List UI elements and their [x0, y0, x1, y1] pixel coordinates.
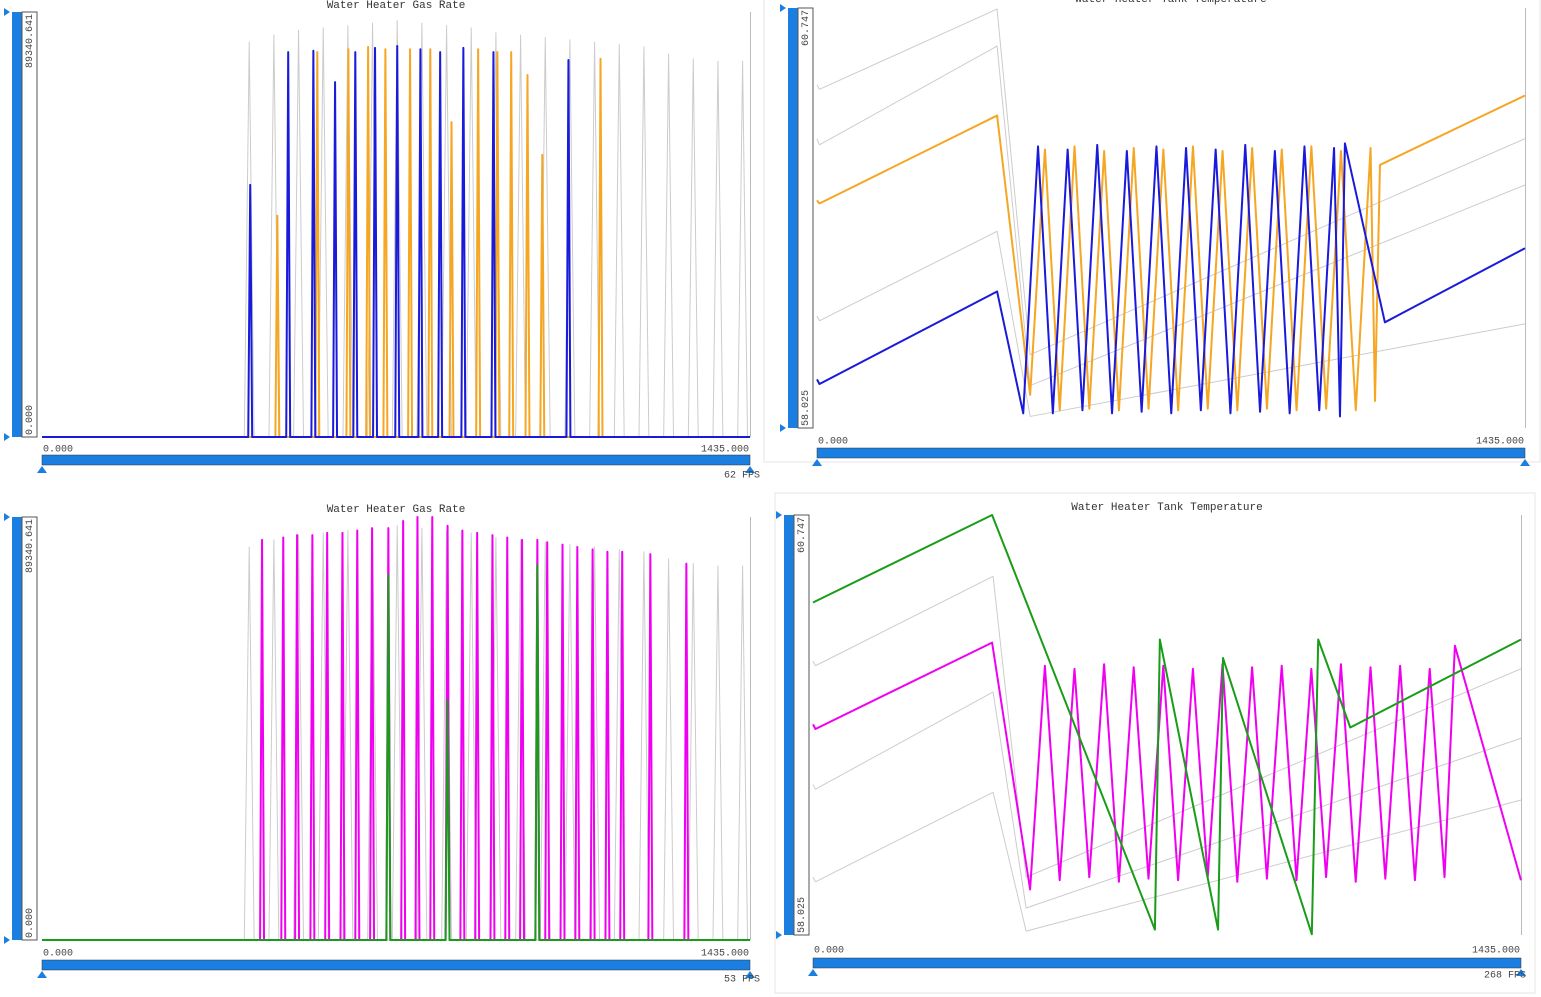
y-tick-label: 58.025 — [801, 390, 812, 426]
y-label-box — [797, 7, 814, 429]
series-line — [816, 142, 1526, 418]
x-tick-marker — [1520, 459, 1530, 466]
x-tick-marker — [812, 459, 822, 466]
series-line — [816, 8, 1526, 356]
series-line — [42, 525, 750, 941]
panel-border — [774, 492, 1536, 994]
y-tick-marker — [4, 513, 10, 521]
x-tick-marker — [1516, 969, 1526, 976]
y-tick-label: 0.000 — [25, 405, 36, 435]
series-line — [42, 44, 750, 438]
panel-border — [763, 0, 1541, 463]
y-scroll-bar — [784, 515, 794, 935]
series-line — [42, 20, 750, 438]
series-line — [812, 514, 1522, 936]
y-scroll-bar — [788, 8, 798, 428]
chart-title: Water Heater Tank Temperature — [1075, 0, 1266, 6]
x-tick-label: 0.000 — [43, 949, 73, 960]
chart-panel: Water Heater Tank Temperature 58.025 60.74… — [774, 492, 1536, 994]
series-line — [812, 641, 1522, 891]
x-tick-label: 1435.000 — [701, 445, 749, 456]
y-tick-marker — [776, 511, 782, 519]
series-line — [42, 516, 750, 941]
fps-label: 268 FPS — [1484, 971, 1526, 982]
y-tick-label: 0.000 — [25, 908, 36, 938]
chart-title: Water Heater Gas Rate — [327, 0, 466, 12]
x-tick-label: 1435.000 — [701, 949, 749, 960]
series-line — [42, 45, 750, 438]
x-scroll-bar — [41, 454, 751, 466]
fps-label: 53 FPS — [724, 975, 760, 986]
x-tick-label: 1435.000 — [1476, 437, 1524, 448]
y-tick-label: 89340.641 — [25, 14, 36, 68]
x-tick-label: 0.000 — [43, 445, 73, 456]
x-tick-label: 1435.000 — [1472, 946, 1520, 957]
chart-title: Water Heater Tank Temperature — [1071, 502, 1262, 514]
x-tick-marker — [745, 466, 755, 473]
series-line — [812, 575, 1522, 878]
y-label-box — [21, 516, 38, 941]
y-tick-label: 60.747 — [797, 517, 808, 553]
x-scroll-bar — [812, 957, 1522, 969]
x-tick-label: 0.000 — [814, 946, 844, 957]
chart-panel: Water Heater Tank Temperature 58.025 60.74… — [763, 0, 1541, 466]
x-tick-marker — [37, 971, 47, 978]
y-tick-marker — [780, 424, 786, 432]
y-label-box — [793, 514, 810, 936]
x-tick-marker — [745, 971, 755, 978]
fps-label: 62 FPS — [724, 471, 760, 482]
y-scroll-bar — [12, 517, 22, 940]
y-tick-label: 60.747 — [801, 10, 812, 46]
x-tick-marker — [808, 969, 818, 976]
y-tick-label: 89340.641 — [25, 519, 36, 573]
y-scroll-bar — [12, 12, 22, 437]
y-tick-marker — [780, 4, 786, 12]
y-tick-label: 58.025 — [797, 897, 808, 933]
y-tick-marker — [776, 931, 782, 939]
chart-title: Water Heater Gas Rate — [327, 504, 466, 516]
chart-panel: Water Heater Gas Rate 0.000 89340.641 0.000… — [4, 0, 760, 482]
x-scroll-bar — [41, 959, 751, 971]
series-line — [816, 230, 1526, 417]
series-line — [812, 691, 1522, 909]
y-label-box — [21, 11, 38, 438]
chart-panel: Water Heater Gas Rate 0.000 89340.641 0.000… — [4, 504, 760, 986]
series-line — [42, 564, 750, 941]
y-tick-marker — [4, 936, 10, 944]
x-tick-label: 0.000 — [818, 437, 848, 448]
y-tick-marker — [4, 433, 10, 441]
x-scroll-bar — [816, 447, 1526, 459]
series-line — [812, 791, 1522, 932]
x-tick-marker — [37, 466, 47, 473]
y-tick-marker — [4, 8, 10, 16]
